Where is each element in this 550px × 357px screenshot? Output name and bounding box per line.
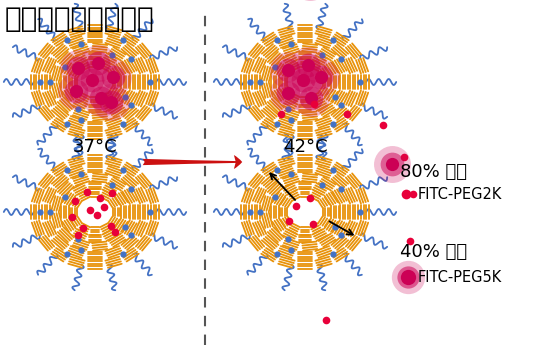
- Text: 40% 放出: 40% 放出: [400, 243, 467, 261]
- Text: FITC-PEG5K: FITC-PEG5K: [418, 270, 502, 285]
- Text: 共集合ナノカプセル: 共集合ナノカプセル: [5, 5, 155, 33]
- Text: 80% 放出: 80% 放出: [400, 163, 467, 181]
- Text: 37°C: 37°C: [73, 138, 117, 156]
- Text: 42°C: 42°C: [283, 138, 327, 156]
- Text: FITC-PEG2K: FITC-PEG2K: [418, 186, 502, 201]
